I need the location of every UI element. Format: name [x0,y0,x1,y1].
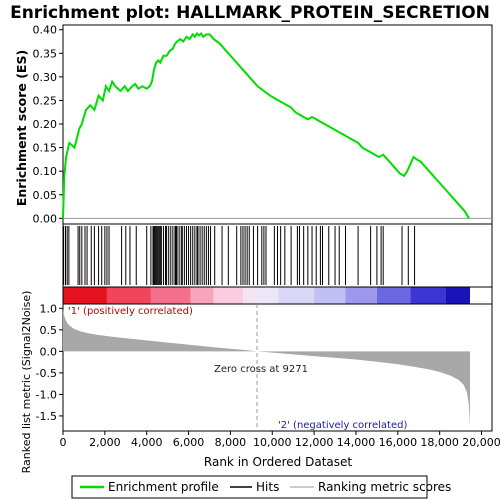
es-y-tick-label: 0.05 [33,189,58,202]
legend-label-metric: Ranking metric scores [318,480,451,494]
x-tick-label: 8,000 [215,436,247,449]
x-axis: 0 2,000 4,000 6,000 8,000 10,000 12,000 14,000 1… [60,431,500,449]
es-plot-frame [62,24,493,225]
legend-label-profile: Enrichment profile [108,480,219,494]
metric-y-tick-label: -0.5 [36,367,57,380]
metric-y-tick-label: 0.0 [40,345,58,358]
x-tick-label: 20,000 [462,436,500,449]
legend: Enrichment profile Hits Ranking metric s… [71,475,451,499]
zero-cross-label: Zero cross at 9271 [214,364,308,375]
color-bar-segment [242,287,258,304]
es-y-tick-label: 0.40 [33,24,58,37]
metric-y-label: Ranked list metric (Signal2Noise) [20,291,33,474]
color-bar-segment [213,287,243,304]
color-bar-segment [278,287,315,304]
color-bar-segment [345,287,377,304]
x-tick-label: 12,000 [295,436,334,449]
color-bar-segment [445,287,471,304]
color-bar-segment [190,287,214,304]
x-tick-label: 6,000 [173,436,205,449]
color-bar-segment [376,287,411,304]
enrichment-profile-line [62,31,470,219]
x-tick-label: 4,000 [131,436,163,449]
chart-title: Enrichment plot: HALLMARK_PROTEIN_SECRET… [10,3,490,23]
color-bar-segment [410,287,446,304]
metric-y-tick-label: 0.5 [40,324,58,337]
x-tick-label: 14,000 [337,436,376,449]
es-panel: 0.00 0.05 0.10 0.15 0.20 0.25 0.30 0.35 0.40 Enr… [14,24,493,225]
metric-y-tick-label: -1.5 [36,410,57,423]
metric-y-tick-label: 1.0 [40,302,58,315]
es-y-tick-label: 0.30 [33,71,58,84]
x-tick-label: 10,000 [253,436,292,449]
x-tick-label: 16,000 [379,436,418,449]
color-bar-segment [150,287,191,304]
color-bar-segment [314,287,346,304]
metric-y-axis: 1.0 0.5 0.0 -0.5 -1.0 -1.5 [36,302,63,423]
x-tick-label: 18,000 [420,436,459,449]
metric-y-tick-label: -1.0 [36,388,57,401]
es-y-label: Enrichment score (ES) [14,50,29,206]
x-tick-label: 2,000 [89,436,121,449]
color-bar-segment [106,287,151,304]
color-bar-segment [63,287,107,304]
rank-color-bar [62,286,493,305]
es-y-tick-label: 0.25 [33,94,58,107]
es-y-tick-label: 0.20 [33,118,58,131]
metric-panel: 1.0 0.5 0.0 -0.5 -1.0 -1.5 '1' (positively co… [20,291,493,474]
color-bar-segment [257,287,279,304]
negative-correlation-label: '2' (negatively correlated) [278,420,407,431]
x-tick-label: 0 [60,436,67,449]
es-y-tick-label: 0.15 [33,142,58,155]
es-y-axis: 0.00 0.05 0.10 0.15 0.20 0.25 0.30 0.35 0.40 [33,24,63,225]
hits-panel [62,223,493,288]
es-y-tick-label: 0.10 [33,165,58,178]
hit-markers [63,226,416,285]
x-axis-label: Rank in Ordered Dataset [204,455,352,469]
es-y-tick-label: 0.35 [33,47,58,60]
legend-label-hits: Hits [256,480,279,494]
positive-correlation-label: '1' (positively correlated) [68,306,193,317]
es-y-tick-label: 0.00 [33,212,58,225]
